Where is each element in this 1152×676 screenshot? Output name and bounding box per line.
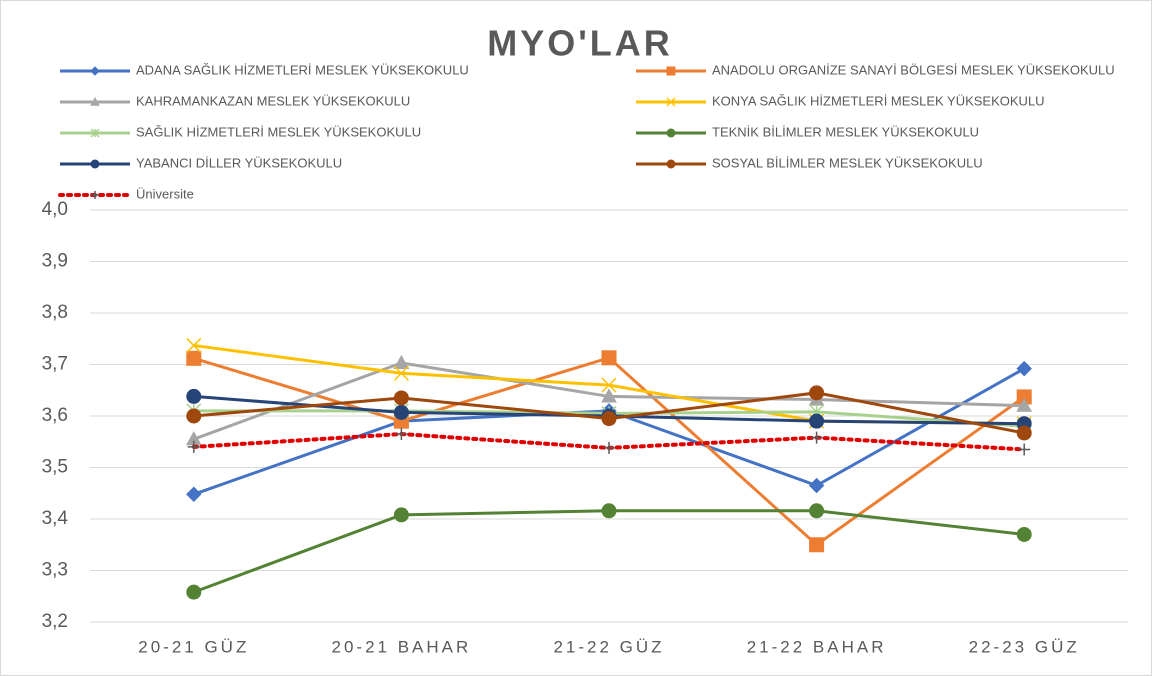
point-marker	[1016, 360, 1032, 377]
point-marker	[1016, 397, 1033, 412]
legend-marker	[90, 66, 100, 76]
x-tick-label: 21-22 GÜZ	[553, 637, 664, 656]
legend-label: KAHRAMANKAZAN MESLEK YÜKSEKOKULU	[136, 93, 410, 108]
point-marker	[601, 503, 617, 519]
legend-marker	[90, 128, 100, 138]
x-tick-label: 20-21 BAHAR	[332, 637, 472, 656]
point-marker	[186, 388, 202, 404]
point-marker	[187, 440, 200, 453]
point-marker	[1016, 526, 1032, 542]
legend-label: ADANA SAĞLIK HİZMETLERİ MESLEK YÜKSEKOKU…	[136, 62, 469, 77]
legend-marker	[90, 159, 100, 169]
point-marker	[186, 337, 202, 353]
point-marker	[393, 354, 410, 370]
legend-label: ANADOLU ORGANİZE SANAYİ BÖLGESİ MESLEK Y…	[712, 62, 1115, 77]
point-marker	[186, 350, 202, 366]
point-marker	[808, 477, 825, 494]
y-tick-label: 4,0	[42, 199, 68, 220]
legend-label: TEKNİK BİLİMLER MESLEK YÜKSEKOKULU	[712, 124, 979, 139]
point-marker	[809, 537, 825, 553]
point-marker	[810, 431, 823, 444]
point-marker	[393, 507, 409, 523]
legend-marker	[666, 97, 676, 107]
point-marker	[601, 388, 617, 403]
point-marker	[186, 584, 202, 600]
legend-label: SAĞLIK HİZMETLERİ MESLEK YÜKSEKOKULU	[136, 124, 421, 139]
legend-marker	[666, 66, 676, 76]
y-tick-label: 3,9	[42, 251, 68, 272]
x-tick-label: 20-21 GÜZ	[138, 637, 249, 656]
y-tick-label: 3,3	[42, 560, 68, 581]
x-tick-label: 22-23 GÜZ	[969, 637, 1080, 656]
legend-marker	[666, 128, 676, 138]
point-marker	[809, 413, 825, 429]
point-marker	[601, 350, 617, 366]
legend-label: Üniversite	[136, 186, 194, 201]
y-tick-label: 3,2	[42, 611, 68, 632]
point-marker	[809, 503, 825, 519]
point-marker	[603, 441, 615, 454]
y-tick-label: 3,7	[42, 354, 68, 375]
point-marker	[601, 411, 617, 427]
y-tick-label: 3,6	[42, 405, 68, 426]
point-marker	[186, 486, 202, 502]
legend-label: SOSYAL BİLİMLER MESLEK YÜKSEKOKULU	[712, 155, 983, 170]
point-marker	[393, 365, 409, 381]
y-tick-label: 3,8	[42, 302, 68, 323]
point-marker	[395, 428, 408, 441]
point-marker	[601, 377, 617, 393]
point-marker	[809, 385, 825, 401]
y-tick-label: 3,5	[42, 457, 68, 478]
legend-label: YABANCI DİLLER YÜKSEKOKULU	[136, 155, 342, 170]
point-marker	[1016, 425, 1032, 441]
x-tick-label: 21-22 BAHAR	[747, 637, 887, 656]
legend-marker	[91, 191, 99, 199]
legend-marker	[90, 96, 100, 106]
legend-marker	[666, 159, 676, 169]
y-tick-label: 3,4	[42, 508, 69, 529]
point-marker	[1018, 443, 1031, 456]
chart-title: MYO'LAR	[487, 23, 673, 64]
point-marker	[393, 404, 409, 420]
point-marker	[186, 408, 202, 424]
point-marker	[393, 390, 409, 406]
legend-label: KONYA SAĞLIK HİZMETLERİ MESLEK YÜKSEKOKU…	[712, 93, 1045, 108]
